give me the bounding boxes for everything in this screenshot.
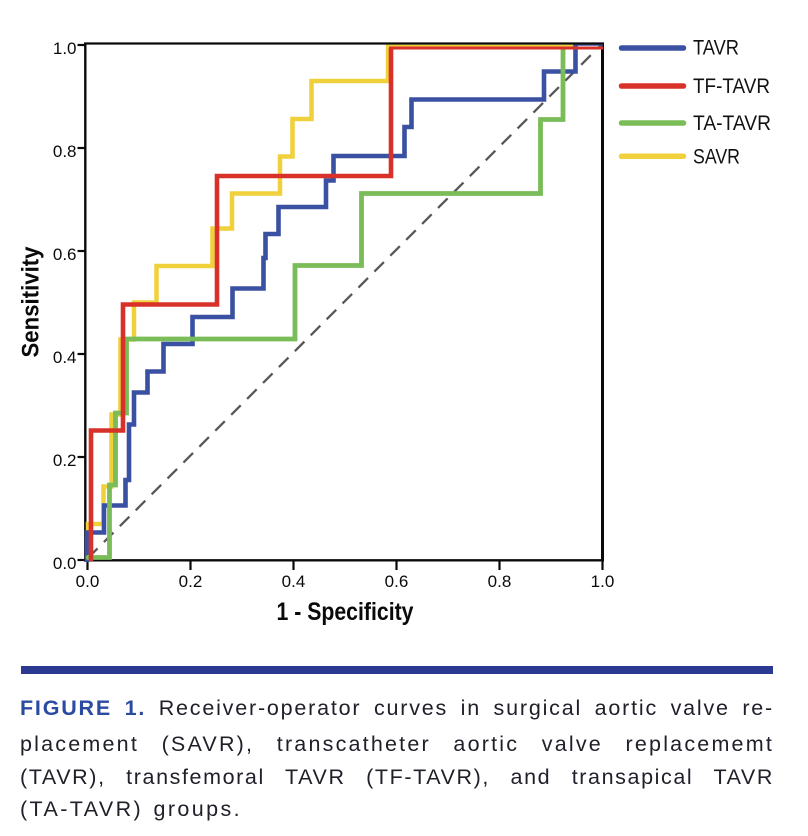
svg-text:0.0: 0.0 [53, 554, 77, 573]
svg-text:0.8: 0.8 [488, 572, 512, 591]
svg-text:0.2: 0.2 [53, 451, 77, 470]
svg-text:0.8: 0.8 [53, 142, 77, 161]
svg-text:0.2: 0.2 [179, 572, 203, 591]
svg-text:0.6: 0.6 [53, 245, 77, 264]
svg-text:0.4: 0.4 [53, 348, 77, 367]
svg-text:1.0: 1.0 [53, 39, 77, 58]
svg-text:SAVR: SAVR [693, 145, 740, 169]
svg-text:1 - Specificity: 1 - Specificity [277, 598, 414, 626]
svg-text:1.0: 1.0 [591, 572, 615, 591]
svg-text:TA-TAVR: TA-TAVR [693, 111, 771, 135]
svg-text:TAVR: TAVR [693, 36, 739, 60]
svg-text:TF-TAVR: TF-TAVR [693, 74, 770, 98]
svg-text:Sensitivity: Sensitivity [18, 246, 45, 358]
svg-text:0.4: 0.4 [282, 572, 306, 591]
svg-text:0.0: 0.0 [76, 572, 100, 591]
svg-text:0.6: 0.6 [385, 572, 409, 591]
